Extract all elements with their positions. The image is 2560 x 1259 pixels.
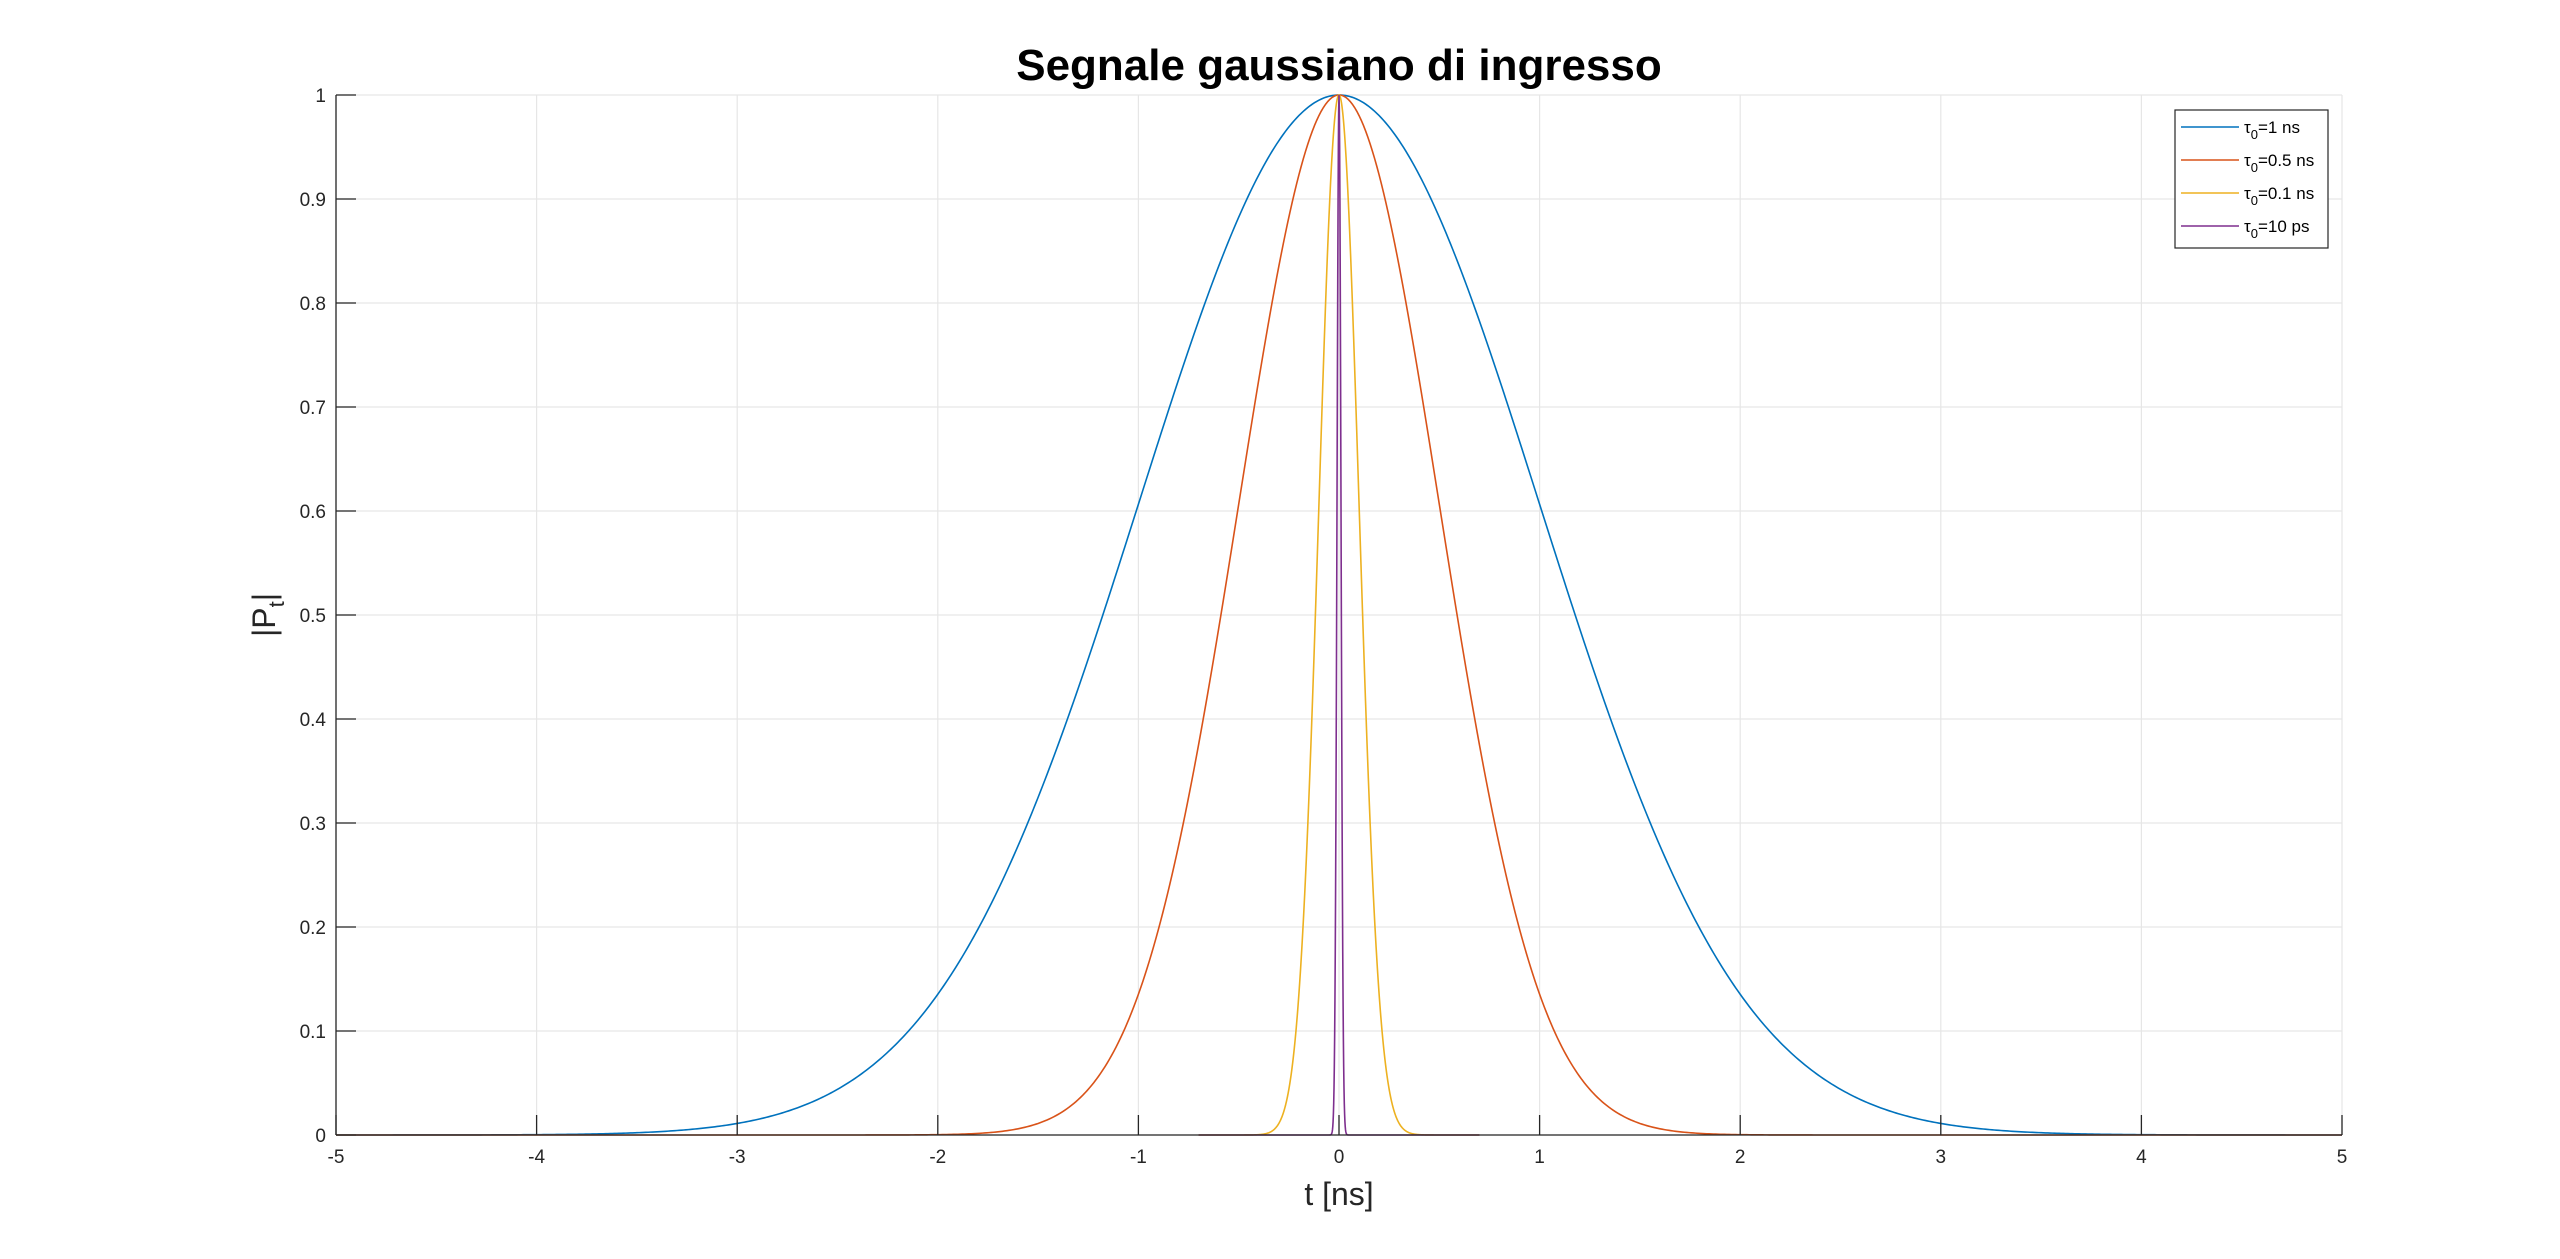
legend-entry-4: τ0=10 ps xyxy=(2244,217,2309,241)
legend-symbol: τ xyxy=(2244,151,2251,170)
legend-text: =1 ns xyxy=(2258,118,2300,137)
x-axis-label: t [ns] xyxy=(1304,1176,1373,1212)
x-tick-label: 3 xyxy=(1936,1147,1947,1168)
y-tick-label: 0.2 xyxy=(300,918,326,939)
plot-area xyxy=(335,94,2343,1136)
legend-text: =10 ps xyxy=(2258,217,2310,236)
y-axis-label-end: | xyxy=(246,593,282,601)
x-tick-label: -5 xyxy=(328,1147,345,1168)
x-tick-label: 4 xyxy=(2136,1147,2147,1168)
y-tick-label: 0.3 xyxy=(300,814,326,835)
legend-entry-1: τ0=1 ns xyxy=(2244,118,2300,142)
labels-layer: -5 -4 -3 -2 -1 0 1 2 3 4 5 0 0.1 0.2 0.3 0.4 0.5 0.6 0.7 0.… xyxy=(300,86,2348,1168)
y-tick-label: 1 xyxy=(315,86,326,107)
legend-text: =0.1 ns xyxy=(2258,184,2314,203)
legend-subscript: 0 xyxy=(2251,127,2258,142)
legend-subscript: 0 xyxy=(2251,193,2258,208)
legend-symbol: τ xyxy=(2244,217,2251,236)
x-tick-label: -4 xyxy=(528,1147,545,1168)
x-tick-label: -1 xyxy=(1130,1147,1147,1168)
y-tick-label: 0.6 xyxy=(300,502,326,523)
x-tick-label: 0 xyxy=(1334,1147,1345,1168)
y-tick-label: 0.4 xyxy=(300,710,327,731)
legend-box xyxy=(2174,109,2329,249)
y-tick-label: 0 xyxy=(315,1126,326,1147)
x-tick-label: 2 xyxy=(1735,1147,1746,1168)
y-tick-label: 0.9 xyxy=(300,190,326,211)
x-tick-label: -3 xyxy=(729,1147,746,1168)
y-tick-label: 0.5 xyxy=(300,606,326,627)
y-axis-label: |Pt| xyxy=(246,593,289,637)
chart-title: Segnale gaussiano di ingresso xyxy=(1016,41,1662,90)
x-tick-label: 1 xyxy=(1534,1147,1545,1168)
legend-text: =0.5 ns xyxy=(2258,151,2314,170)
y-tick-label: 0.7 xyxy=(300,398,326,419)
legend-symbol: τ xyxy=(2244,184,2251,203)
y-tick-label: 0.8 xyxy=(300,294,326,315)
legend-entry-2: τ0=0.5 ns xyxy=(2244,151,2314,175)
legend-entry-3: τ0=0.1 ns xyxy=(2244,184,2314,208)
x-tick-label: -2 xyxy=(929,1147,946,1168)
legend-subscript: 0 xyxy=(2251,226,2258,241)
y-axis-label-main: |P xyxy=(246,607,282,637)
y-tick-label: 0.1 xyxy=(300,1022,326,1043)
x-tick-label: 5 xyxy=(2337,1147,2348,1168)
legend-subscript: 0 xyxy=(2251,160,2258,175)
y-axis-label-subscript: t xyxy=(264,601,289,607)
axes xyxy=(335,94,2343,1136)
legend-symbol: τ xyxy=(2244,118,2251,137)
